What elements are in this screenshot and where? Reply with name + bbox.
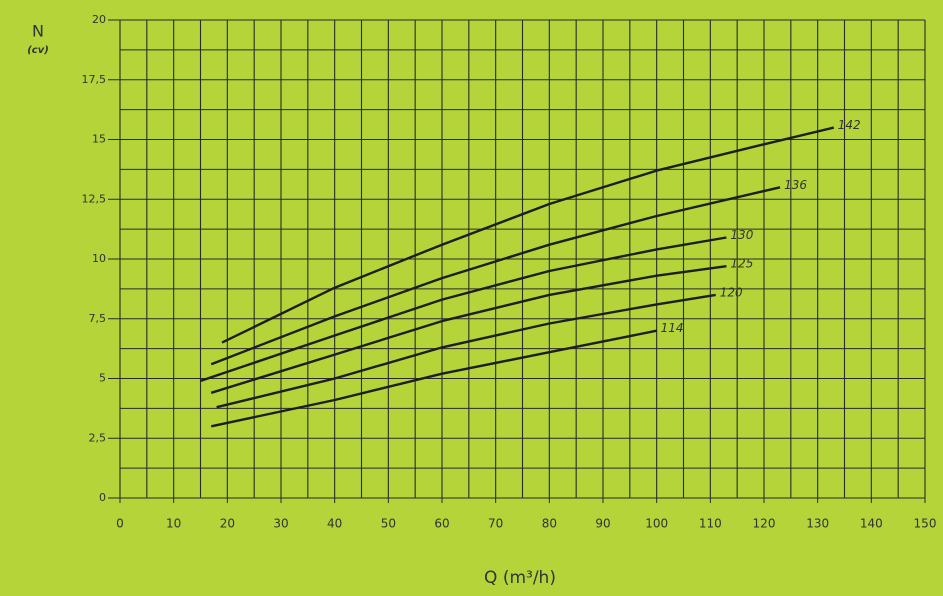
x-tick-label: 20 [220,517,235,531]
curve-label: 130 [730,228,753,242]
line [200,236,727,383]
x-tick-label: 50 [381,517,396,531]
curve-label: 136 [784,178,807,192]
line [210,265,727,394]
curve-label: 125 [730,257,753,271]
x-tick-label: 110 [699,517,722,531]
x-tick-label: 30 [273,517,288,531]
x-tick-label: 120 [753,517,776,531]
x-tick-label: 100 [645,517,668,531]
x-tick-label: 0 [116,517,124,531]
x-tick-label: 60 [434,517,449,531]
y-tick-label: 7,5 [89,312,107,325]
x-tick-label: 70 [488,517,503,531]
y-axis-unit: (cv) [27,45,49,56]
y-tick-label: 15 [92,133,106,146]
x-tick-label: 10 [166,517,181,531]
y-tick-label: 2,5 [89,431,107,444]
y-tick-label: 5 [99,372,106,385]
x-tick-label: 150 [914,517,937,531]
y-tick-label: 17,5 [82,73,107,86]
line [221,126,835,344]
x-axis-label: Q (m³/h) [484,568,556,588]
y-tick-label: 12,5 [82,192,107,205]
x-tick-label: 90 [595,517,610,531]
y-tick-label: 20 [92,13,106,26]
x-tick-label: 40 [327,517,342,531]
x-tick-label: 140 [860,517,883,531]
y-tick-label: 0 [99,491,106,504]
x-tick-label: 80 [542,517,557,531]
y-tick-label: 10 [92,252,106,265]
y-axis-label: N [32,22,44,41]
curve-label: 114 [661,321,684,335]
line [210,329,657,428]
curve-label: 120 [720,285,743,299]
line [216,293,716,409]
x-tick-label: 130 [806,517,829,531]
line [210,186,781,366]
curve-label: 142 [838,118,861,132]
